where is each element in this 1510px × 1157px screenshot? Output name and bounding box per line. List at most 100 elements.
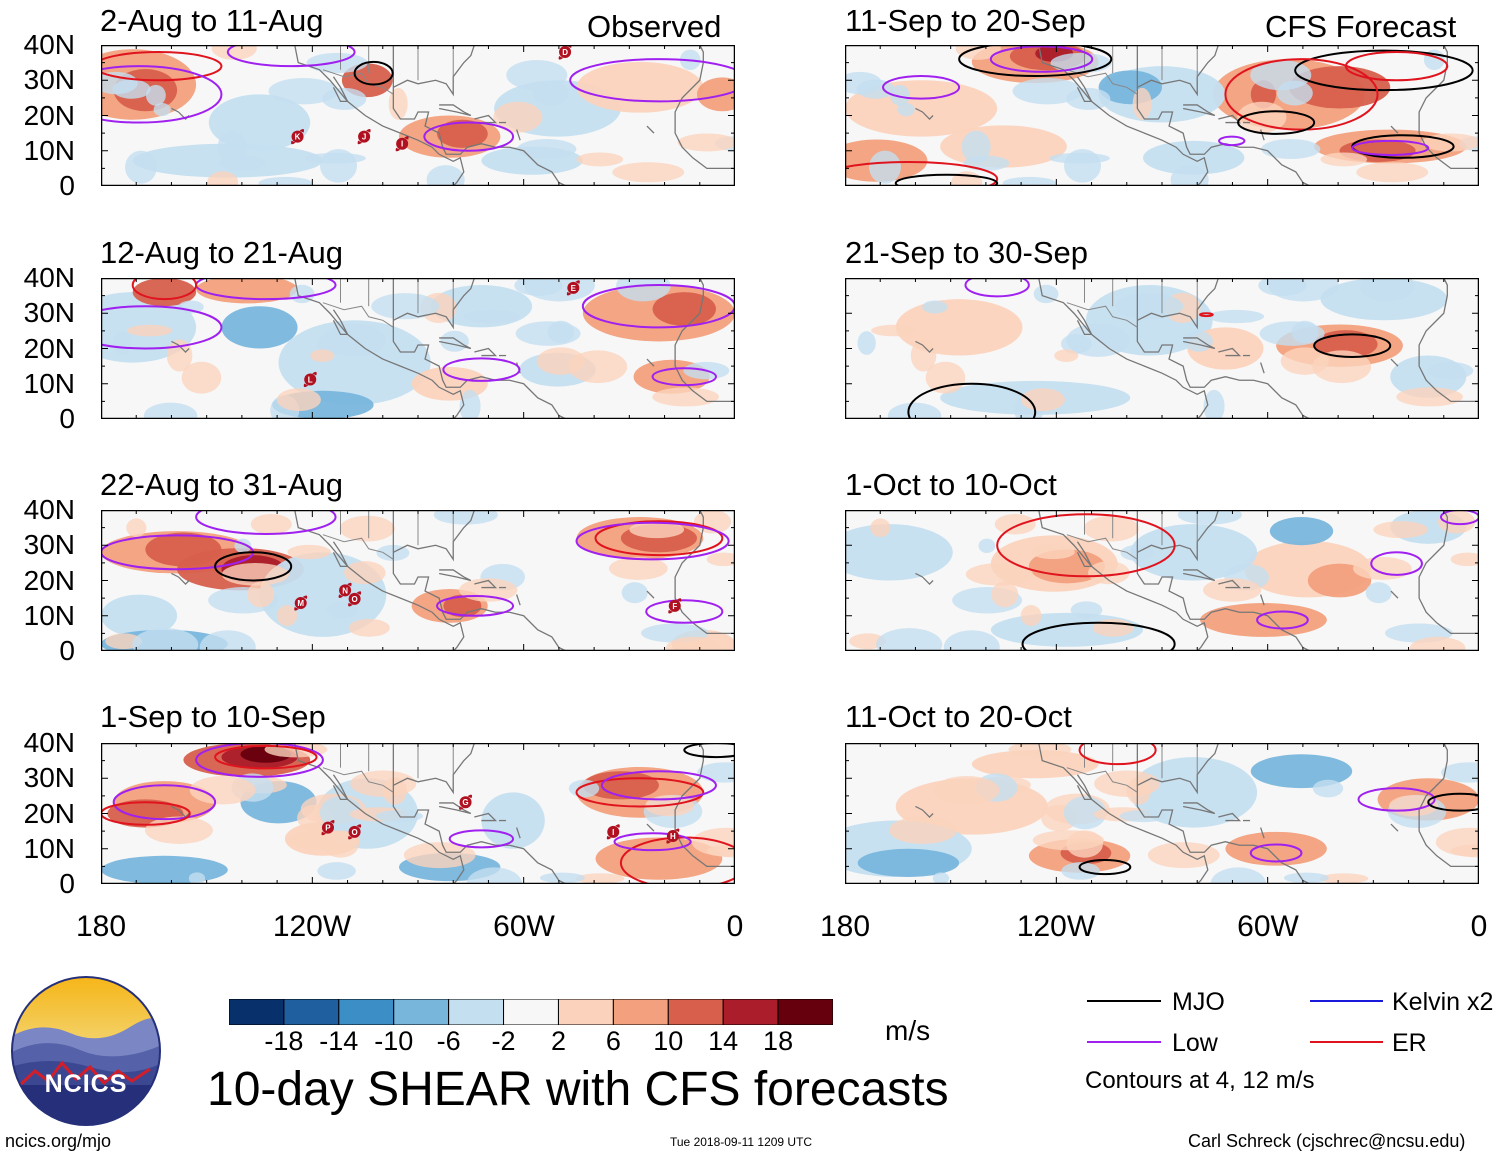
lat-tick-label: 20N (23, 99, 75, 131)
wave-contours (845, 45, 1474, 186)
colorbar-swatch (667, 999, 724, 1025)
lat-tick-label: 0 (59, 635, 75, 666)
coastlines (171, 743, 735, 884)
storm-marker: E (566, 280, 580, 296)
colorbar-swatch (448, 999, 505, 1025)
map-panel-forecast-2 (845, 278, 1479, 419)
legend-er-label: ER (1392, 1029, 1427, 1057)
storm-letter: M (297, 599, 304, 608)
lon-tick-label: 120W (1016, 910, 1096, 943)
colorbar-tick-label: -14 (319, 1026, 359, 1056)
colorbar-tick-label: 18 (763, 1026, 794, 1056)
storm-marker: P (321, 820, 335, 836)
colorbar-tick-label: -2 (491, 1026, 516, 1056)
coastlines (171, 278, 735, 419)
lat-tick-label: 10N (23, 367, 75, 399)
storm-marker: K (291, 129, 305, 145)
lat-tick-label: 10N (23, 832, 75, 864)
ncics-logo: NCICS (11, 976, 161, 1126)
axis-ticks (101, 743, 735, 884)
map-panel-forecast-3 (845, 510, 1479, 651)
colorbar-tick-label: 14 (708, 1026, 739, 1056)
colorbar-tick-label: -10 (374, 1026, 414, 1056)
storm-marker: M (294, 595, 308, 611)
storm-letter: H (670, 832, 676, 841)
footer-timestamp: Tue 2018-09-11 1209 UTC (670, 1135, 813, 1149)
colorbar-swatch (338, 999, 395, 1025)
storm-marker: H (666, 828, 680, 844)
contour-note: Contours at 4, 12 m/s (1085, 1067, 1315, 1094)
axis-ticks (845, 743, 1479, 884)
panel-title: 11-Oct to 20-Oct (845, 699, 1072, 734)
lon-tick-label: 60W (493, 910, 555, 943)
lon-tick-label: 0 (726, 910, 744, 943)
axis-ticks (101, 45, 735, 186)
lon-tick-label: 180 (819, 910, 871, 943)
colorbar-tick-label: 10 (653, 1026, 684, 1056)
panel-title: 11-Sep to 20-Sep (845, 3, 1086, 38)
map-panel-observed-3: M NO F (101, 510, 735, 651)
observed-label: Observed (587, 9, 722, 44)
colorbar-swatch (283, 999, 340, 1025)
lat-tick-label: 10N (23, 134, 75, 166)
storm-marker: F (668, 598, 682, 614)
colorbar-unit: m/s (885, 1015, 931, 1046)
lat-tick-label: 30N (23, 297, 75, 329)
lon-tick-label: 120W (272, 910, 352, 943)
wave-contours (101, 743, 735, 884)
lat-tick-label: 30N (23, 64, 75, 96)
footer-url[interactable]: ncics.org/mjo (5, 1131, 112, 1151)
colorbar-swatch (722, 999, 779, 1025)
storm-marker: I (606, 824, 620, 840)
storm-letter: E (571, 284, 577, 293)
panel-title: 12-Aug to 21-Aug (100, 235, 344, 270)
axis-ticks (101, 510, 735, 651)
lon-tick-label: 0 (1470, 910, 1488, 943)
wave-contours (101, 510, 730, 624)
axis-ticks (101, 278, 735, 419)
map-panel-forecast-1 (845, 45, 1479, 186)
lat-tick-label: 30N (23, 529, 75, 561)
coastlines (171, 45, 735, 186)
coastlines (915, 278, 1479, 419)
legend-lines (1087, 1000, 1383, 1043)
lat-tick-label: 0 (59, 403, 75, 434)
colorbar-swatch (557, 999, 614, 1025)
forecast-label: CFS Forecast (1265, 9, 1457, 44)
storm-letter: K (295, 133, 301, 142)
map-panel-observed-2: LE (101, 278, 735, 419)
storm-marker: O (348, 591, 362, 607)
axis-ticks (845, 278, 1479, 419)
axis-ticks (845, 510, 1479, 651)
storm-letter: O (351, 828, 357, 837)
storm-letter: I (401, 140, 403, 149)
colorbar-swatch (229, 999, 285, 1025)
colorbar-tick-label: 6 (605, 1026, 621, 1056)
footer-credit: Carl Schreck (cjschrec@ncsu.edu) (1188, 1131, 1466, 1151)
lon-tick-label: 180 (75, 910, 127, 943)
lat-tick-label: 30N (23, 762, 75, 794)
lat-tick-label: 20N (23, 332, 75, 364)
shading-field (845, 510, 1479, 651)
storm-letter: D (562, 48, 568, 57)
lat-tick-label: 40N (23, 29, 75, 60)
wave-contours (101, 45, 735, 152)
storm-marker: L (303, 371, 317, 388)
storm-letter: G (462, 798, 468, 807)
panel-title: 21-Sep to 30-Sep (845, 235, 1089, 270)
map-panel-forecast-4 (845, 743, 1479, 884)
colorbar-swatch (393, 999, 450, 1025)
wave-contours (907, 278, 1392, 419)
lat-tick-label: 20N (23, 797, 75, 829)
colorbar (229, 999, 833, 1025)
legend-mjo-label: MJO (1172, 988, 1225, 1016)
storm-marker: I (395, 136, 409, 152)
panel-title: 1-Oct to 10-Oct (845, 467, 1057, 502)
panel-title: 1-Sep to 10-Sep (100, 699, 326, 734)
storm-marker: G (459, 794, 473, 810)
map-panel-observed-1: K J I D (101, 45, 735, 186)
panel-title: 2-Aug to 11-Aug (100, 3, 324, 38)
colorbar-tick-label: -18 (264, 1026, 304, 1056)
lat-tick-label: 40N (23, 727, 75, 758)
logo-text: NCICS (45, 1070, 128, 1098)
